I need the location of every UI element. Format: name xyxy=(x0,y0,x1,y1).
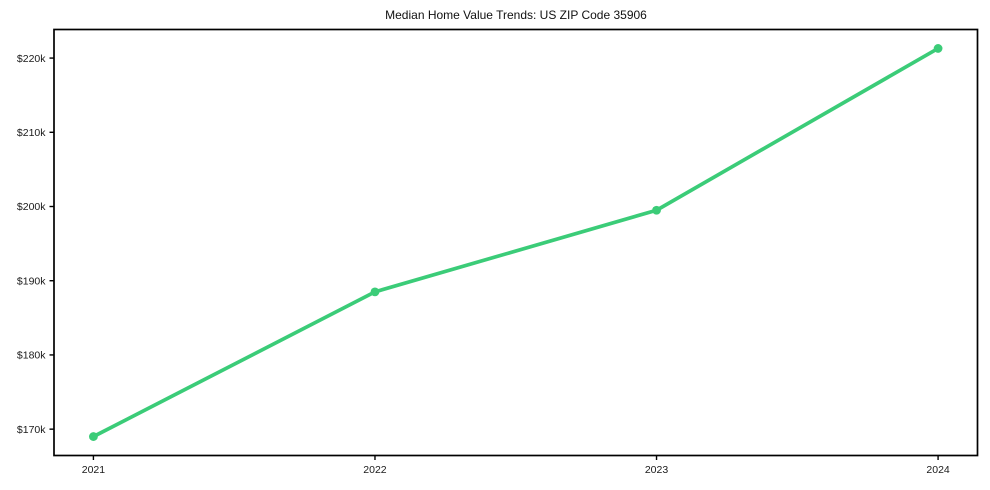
trend-line xyxy=(91,46,940,439)
y-tick-label: $200k xyxy=(17,201,46,213)
data-point-2022 xyxy=(370,287,380,297)
y-tick-label: $170k xyxy=(17,424,46,436)
plot-frame xyxy=(53,28,979,457)
y-tick-label: $180k xyxy=(17,350,46,362)
data-point-2023 xyxy=(652,205,661,215)
chart-title: Median Home Value Trends: US ZIP Code 35… xyxy=(385,8,647,22)
x-tick-label: 2022 xyxy=(363,464,387,476)
y-tick-label: $220k xyxy=(17,53,46,65)
x-tick-label: 2023 xyxy=(645,464,669,476)
data-point-2024 xyxy=(933,44,943,53)
x-tick-label: 2021 xyxy=(82,464,106,476)
data-point-2021 xyxy=(89,432,98,441)
x-tick-label: 2024 xyxy=(926,464,950,476)
y-tick-label: $210k xyxy=(17,127,46,139)
y-tick-label: $190k xyxy=(17,275,46,287)
